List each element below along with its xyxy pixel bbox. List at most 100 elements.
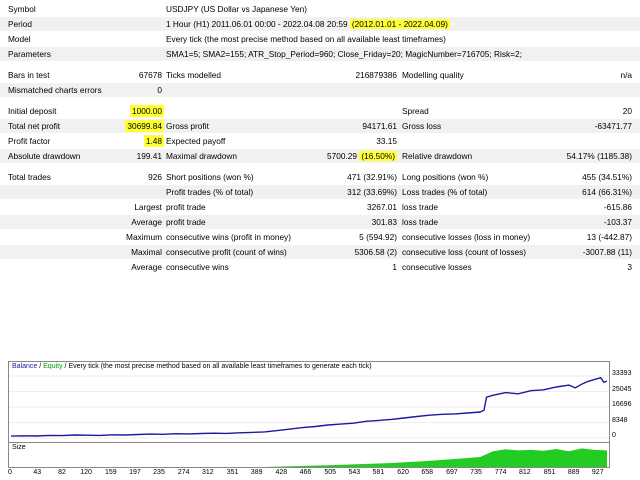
maximal-consecutive-loss-value: -3007.88 (11) bbox=[582, 247, 632, 257]
maximal-consecutive-profit-label: consecutive profit (count of wins) bbox=[166, 247, 287, 257]
maximal-drawdown-percent: (16.50%) bbox=[359, 151, 397, 161]
row-maximal: Maximal consecutive profit (count of win… bbox=[0, 245, 640, 259]
x-tick-label: 428 bbox=[275, 469, 288, 476]
maximum-label: Maximum bbox=[126, 232, 162, 242]
x-tick-label: 774 bbox=[494, 469, 507, 476]
average-loss-label: loss trade bbox=[402, 217, 438, 227]
legend-separator: / bbox=[37, 363, 44, 370]
average-profit-label: profit trade bbox=[166, 217, 206, 227]
net-profit-label: Total net profit bbox=[8, 121, 61, 131]
size-area bbox=[11, 448, 607, 467]
profit-factor-label: Profit factor bbox=[8, 136, 51, 146]
symbol-value: USDJPY (US Dollar vs Japanese Yen) bbox=[166, 4, 307, 14]
mismatched-label: Mismatched charts errors bbox=[8, 85, 102, 95]
maximal-consecutive-profit-value: 5306.58 (2) bbox=[354, 247, 397, 257]
ticks-value: 216879386 bbox=[355, 70, 397, 80]
row-profit-trades: Profit trades (% of total) 312 (33.69%) … bbox=[0, 185, 640, 199]
legend-balance: Balance bbox=[12, 363, 38, 370]
y-tick-label: 33393 bbox=[612, 370, 632, 378]
expected-payoff-value: 33.15 bbox=[376, 136, 397, 146]
x-tick-label: 620 bbox=[397, 469, 409, 476]
x-tick-label: 120 bbox=[80, 469, 92, 476]
balance-chart: Balance / Equity / Every tick (the most … bbox=[8, 361, 610, 443]
profit-trades-value: 312 (33.69%) bbox=[347, 187, 397, 197]
x-tick-label: 43 bbox=[33, 469, 42, 476]
x-tick-label: 389 bbox=[250, 469, 263, 476]
gross-profit-label: Gross profit bbox=[166, 121, 209, 131]
deposit-value: 1000.00 bbox=[130, 105, 164, 117]
x-tick-label: 159 bbox=[104, 469, 117, 476]
legend-equity: Equity bbox=[43, 363, 63, 370]
loss-trades-label: Loss trades (% of total) bbox=[402, 187, 488, 197]
average-consecutive-wins-label: consecutive wins bbox=[166, 262, 229, 272]
x-tick-label: 658 bbox=[421, 469, 434, 476]
model-value: Every tick (the most precise method base… bbox=[166, 34, 446, 44]
average-consecutive-label: Average bbox=[131, 262, 162, 272]
x-tick-label: 927 bbox=[591, 469, 604, 476]
absolute-drawdown-value: 199.41 bbox=[136, 151, 162, 161]
average-profit-value: 301.83 bbox=[371, 217, 397, 227]
row-average-consecutive: Average consecutive wins 1 consecutive l… bbox=[0, 260, 640, 274]
average-consecutive-wins-value: 1 bbox=[392, 262, 397, 272]
maximal-drawdown-label: Maximal drawdown bbox=[166, 151, 238, 161]
row-parameters: Parameters SMA1=5; SMA2=155; ATR_Stop_Pe… bbox=[0, 47, 640, 61]
chart-legend: Balance / Equity / Every tick (the most … bbox=[12, 363, 372, 370]
relative-drawdown-label: Relative drawdown bbox=[402, 151, 473, 161]
short-positions-label: Short positions (won %) bbox=[166, 172, 254, 182]
long-positions-value: 455 (34.51%) bbox=[582, 172, 632, 182]
bars-value: 67678 bbox=[138, 70, 162, 80]
x-tick-label: 851 bbox=[543, 469, 556, 476]
modelling-quality-label: Modelling quality bbox=[402, 70, 464, 80]
legend-description: / Every tick (the most precise method ba… bbox=[62, 363, 372, 370]
x-tick-label: 351 bbox=[226, 469, 239, 476]
y-tick-label: 25045 bbox=[612, 385, 632, 393]
total-trades-label: Total trades bbox=[8, 172, 51, 182]
row-average: Average profit trade 301.83 loss trade -… bbox=[0, 215, 640, 229]
y-tick-label: 16696 bbox=[612, 401, 632, 409]
x-tick-label: 697 bbox=[446, 469, 458, 476]
row-model: Model Every tick (the most precise metho… bbox=[0, 32, 640, 46]
modelling-quality-value: n/a bbox=[620, 70, 632, 80]
max-consecutive-wins-label: consecutive wins (profit in money) bbox=[166, 232, 291, 242]
x-tick-label: 466 bbox=[299, 469, 312, 476]
x-tick-label: 197 bbox=[129, 469, 141, 476]
size-panel: Size bbox=[8, 442, 610, 468]
profit-factor-value: 1.48 bbox=[143, 135, 164, 147]
period-highlight: (2012.01.01 - 2022.04.09) bbox=[349, 19, 450, 29]
y-tick-label: 8348 bbox=[612, 416, 628, 424]
bars-label: Bars in test bbox=[8, 70, 50, 80]
max-consecutive-losses-value: 13 (-442.87) bbox=[586, 232, 632, 242]
size-chart-svg bbox=[11, 448, 607, 467]
period-label: Period bbox=[8, 19, 32, 29]
period-value: 1 Hour (H1) 2011.06.01 00:00 - 2022.04.0… bbox=[166, 18, 450, 30]
x-tick-label: 82 bbox=[58, 469, 66, 476]
row-deposit: Initial deposit 1000.00 Spread 20 bbox=[0, 104, 640, 118]
x-tick-label: 735 bbox=[470, 469, 482, 476]
gross-loss-label: Gross loss bbox=[402, 121, 442, 131]
size-label: Size bbox=[12, 444, 26, 451]
row-mismatched: Mismatched charts errors 0 bbox=[0, 83, 640, 97]
maximal-drawdown-value: 5700.29 (16.50%) bbox=[327, 150, 397, 162]
parameters-value: SMA1=5; SMA2=155; ATR_Stop_Period=960; C… bbox=[166, 49, 522, 59]
y-tick-label: 0 bbox=[612, 432, 616, 439]
x-tick-label: 812 bbox=[518, 469, 531, 476]
row-profit-factor: Profit factor 1.48 Expected payoff 33.15 bbox=[0, 134, 640, 148]
x-tick-label: 312 bbox=[201, 469, 214, 476]
average-consecutive-losses-label: consecutive losses bbox=[402, 262, 472, 272]
average-consecutive-losses-value: 3 bbox=[627, 262, 632, 272]
max-consecutive-losses-label: consecutive losses (loss in money) bbox=[402, 232, 531, 242]
x-tick-label: 543 bbox=[348, 469, 361, 476]
x-tick-label: 889 bbox=[567, 469, 580, 476]
short-positions-value: 471 (32.91%) bbox=[347, 172, 397, 182]
row-net-profit: Total net profit 30699.84 Gross profit 9… bbox=[0, 119, 640, 133]
maximal-drawdown-amount: 5700.29 bbox=[327, 151, 358, 161]
ticks-label: Ticks modelled bbox=[166, 70, 222, 80]
mismatched-value: 0 bbox=[157, 85, 162, 95]
profit-trades-label: Profit trades (% of total) bbox=[166, 187, 254, 197]
max-consecutive-wins-value: 5 (594.92) bbox=[359, 232, 397, 242]
relative-drawdown-value: 54.17% (1185.38) bbox=[566, 151, 632, 161]
row-largest: Largest profit trade 3267.01 loss trade … bbox=[0, 200, 640, 214]
x-tick-label: 274 bbox=[177, 469, 190, 476]
largest-profit-value: 3267.01 bbox=[367, 202, 397, 212]
largest-loss-label: loss trade bbox=[402, 202, 438, 212]
